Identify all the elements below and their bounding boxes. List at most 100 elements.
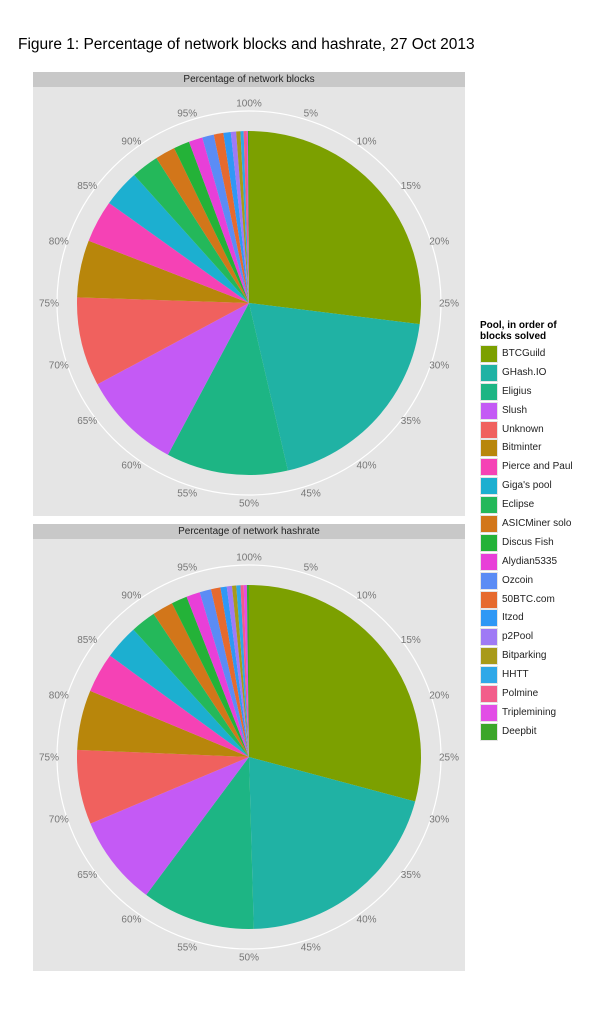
legend-label: Unknown [502,423,544,435]
legend-key [480,590,498,609]
pie-panel-blocks: Percentage of network blocks 5% 10% 15% 20%… [33,72,465,516]
slice-hashrate-eligius [146,757,254,929]
legend-key [480,552,498,571]
grid-circle-hashrate [56,564,442,950]
slice-blocks-eligius [167,303,288,475]
slice-blocks-deepbit [247,131,249,303]
slice-hashrate-hhtt [236,585,249,757]
legend-swatch [481,629,497,646]
tick-label-hashrate: 80% [49,691,69,702]
tick-label-blocks: 40% [357,460,377,471]
legend-item: p2Pool [480,628,600,647]
legend-swatch [481,440,497,457]
slice-hashrate-btcguild [249,585,422,802]
legend-title-line1: Pool, in order of [480,320,557,331]
legend-swatch [481,421,497,438]
legend: Pool, in order of blocks solved BTCGuild… [480,320,600,742]
legend-title-line2: blocks solved [480,331,547,342]
slice-blocks-ozcoin [202,134,249,303]
tick-label-hashrate: 75% [39,753,59,764]
legend-swatch [481,478,497,495]
legend-key [480,515,498,534]
slice-blocks-eclipse [134,158,249,303]
legend-key [480,533,498,552]
legend-key [480,401,498,420]
tick-label-hashrate: 10% [357,591,377,602]
slice-blocks-pierce-and-paul [88,202,249,303]
legend-key [480,666,498,685]
pie-chart-blocks: 5% 10% 15% 20% 25% 30% 35% 40% 45% 50% 55% 60% 65% 70… [39,99,459,510]
legend-label: Eligius [502,385,532,397]
legend-item: Alydian5335 [480,552,600,572]
legend-label: ASICMiner solo [502,518,572,530]
legend-key [480,628,498,647]
tick-label-hashrate: 90% [121,591,141,602]
slice-hashrate-bitparking [231,585,249,757]
legend-swatch [481,346,497,362]
legend-key [480,439,498,458]
legend-key [480,382,498,401]
legend-item: Bitparking [480,647,600,666]
tick-label-hashrate: 100% [236,553,262,564]
slice-blocks-discus-fish [174,141,249,303]
slice-blocks-btcguild [249,131,422,325]
slice-hashrate-unknown [77,749,249,824]
legend-label: Slush [502,404,528,416]
tick-label-hashrate: 50% [239,953,259,964]
slice-hashrate-eclipse [133,613,249,757]
legend-label: Alydian5335 [502,555,558,567]
figure-title: Figure 1: Percentage of network blocks a… [18,36,475,53]
legend-key [480,609,498,628]
legend-swatch [481,591,497,608]
tick-label-hashrate: 85% [77,635,97,646]
panel-title-blocks: Percentage of network blocks [33,72,465,87]
tick-label-hashrate: 20% [429,691,449,702]
slice-blocks-50btc-com [213,132,249,303]
slice-hashrate-giga-s-pool [110,629,249,757]
legend-swatch [481,459,497,476]
tick-label-blocks: 55% [177,489,197,500]
legend-item: Bitminter [480,439,600,458]
tick-label-blocks: 85% [77,181,97,192]
legend-swatch [481,497,497,514]
tick-label-blocks: 5% [304,108,319,119]
legend-key [480,722,498,741]
tick-label-blocks: 35% [401,416,421,427]
legend-item: Eligius [480,382,600,402]
legend-item: Polmine [480,685,600,704]
legend-label: p2Pool [502,631,534,643]
slice-hashrate-pierce-and-paul [90,655,249,757]
legend-item: Deepbit [480,722,600,742]
legend-swatch [481,667,497,684]
legend-label: Ozcoin [502,574,534,586]
panel-title-hashrate: Percentage of network hashrate [33,524,465,539]
slice-blocks-itzod [223,131,249,303]
legend-label: BTCGuild [502,348,546,359]
tick-label-blocks: 45% [301,489,321,500]
slice-hashrate-ozcoin [199,589,249,757]
tick-label-blocks: 25% [439,299,459,310]
slice-blocks-giga-s-pool [109,174,249,303]
grid-circle-blocks [56,110,442,496]
legend-key [480,703,498,722]
tick-label-hashrate: 15% [401,635,421,646]
slice-blocks-unknown [77,297,249,385]
tick-label-hashrate: 70% [49,814,69,825]
legend-item: Pierce and Paul [480,458,600,477]
legend-label: Giga's pool [502,480,552,492]
legend-label: 50BTC.com [502,593,555,605]
legend-item: Unknown [480,420,600,440]
slice-hashrate-polmine [240,585,249,757]
slice-hashrate-bitminter [77,690,249,757]
legend-key [480,571,498,590]
legend-title: Pool, in order of blocks solved [480,320,600,342]
legend-swatch [481,648,497,665]
legend-swatch [481,402,497,419]
tick-label-blocks: 50% [239,499,259,510]
legend-label: HHTT [502,669,529,681]
legend-key [480,420,498,439]
slice-blocks-alydian5335 [188,137,249,303]
slice-hashrate-alydian5335 [186,592,249,757]
legend-key [480,496,498,515]
legend-swatch [481,610,497,627]
